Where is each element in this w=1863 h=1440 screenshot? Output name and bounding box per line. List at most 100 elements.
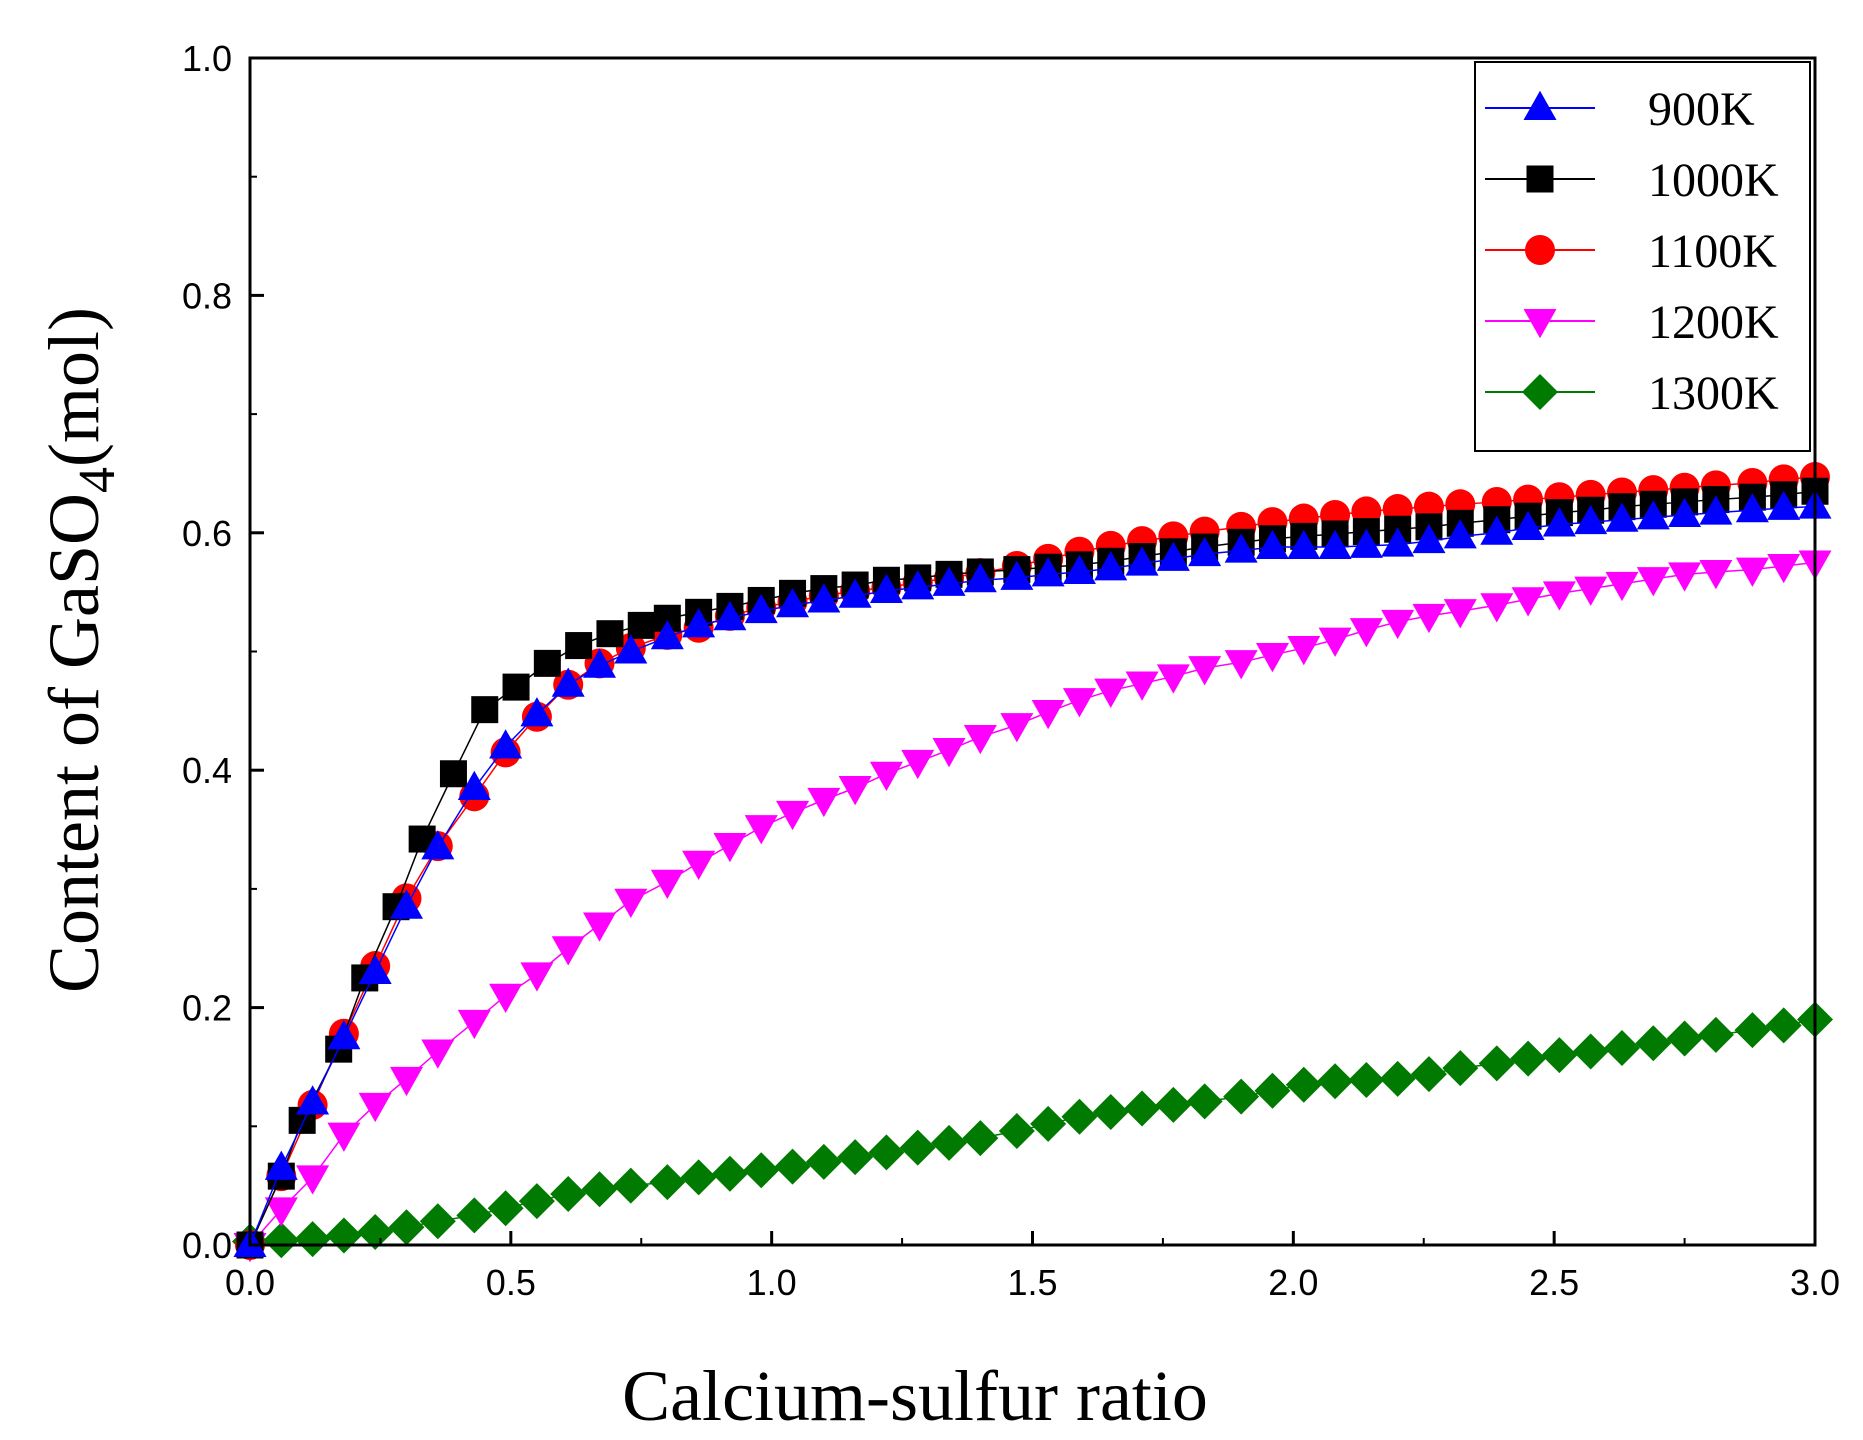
data-point-900k [1318, 529, 1352, 560]
data-point-900k [869, 573, 903, 603]
legend-item-1000k: 1000K [1485, 154, 1779, 207]
data-point-900k [390, 889, 423, 919]
data-point-1000k [596, 620, 624, 648]
data-point-1200k [457, 1009, 491, 1040]
data-point-1200k [1511, 587, 1545, 617]
x-tick-label: 2.0 [1268, 1262, 1318, 1303]
x-tick-label: 0.0 [225, 1262, 275, 1303]
data-point-1300k [1124, 1090, 1161, 1127]
data-point-1200k [1735, 557, 1769, 587]
data-point-1200k [1480, 593, 1514, 623]
legend-label-1300k: 1300K [1648, 367, 1779, 420]
data-point-1200k [650, 869, 684, 900]
data-point-900k [1062, 554, 1096, 584]
data-point-1000k [471, 696, 499, 724]
data-point-1300k [711, 1155, 748, 1192]
legend-marker-900k [1523, 90, 1557, 120]
data-point-1300k [1348, 1062, 1385, 1099]
data-point-900k [1699, 495, 1733, 525]
data-point-1200k [614, 888, 648, 919]
data-point-1000k [565, 632, 593, 660]
data-point-1200k [1125, 671, 1159, 701]
data-point-900k [327, 1020, 361, 1050]
legend-item-900k: 900K [1485, 83, 1755, 136]
data-point-900k [932, 566, 966, 596]
data-point-1000k [533, 649, 561, 677]
data-point-1300k [868, 1134, 905, 1171]
data-point-1200k [1542, 581, 1576, 611]
data-point-1300k [1478, 1045, 1515, 1082]
data-point-1300k [837, 1139, 874, 1176]
y-tick-label: 0.2 [182, 988, 232, 1029]
legend-item-1100k: 1100K [1485, 225, 1777, 278]
data-point-1200k [1062, 688, 1096, 718]
data-point-900k [489, 729, 523, 759]
data-point-1200k [963, 724, 997, 755]
data-point-1200k [1349, 618, 1383, 648]
data-point-900k [901, 570, 935, 600]
data-point-1300k [899, 1129, 936, 1166]
legend-marker-1100k [1525, 235, 1555, 265]
data-point-900k [1188, 536, 1222, 567]
data-point-900k [358, 954, 392, 984]
data-point-1200k [682, 850, 716, 881]
data-point-1200k [744, 815, 778, 845]
data-point-900k [1511, 510, 1545, 541]
data-point-900k [1094, 551, 1128, 581]
data-point-900k [1349, 528, 1383, 558]
data-point-900k [421, 830, 455, 860]
data-point-1300k [1317, 1063, 1354, 1100]
y-axis-title-prefix: Content of GaSO [34, 493, 114, 993]
data-point-900k [1224, 533, 1258, 563]
data-point-900k [713, 601, 747, 631]
data-point-1200k [551, 936, 585, 966]
data-point-900k [1542, 507, 1576, 537]
data-point-1200k [1381, 609, 1415, 640]
data-point-900k [1031, 557, 1065, 587]
data-point-1300k [743, 1152, 780, 1189]
data-point-1200k [1412, 603, 1446, 634]
data-point-1200k [776, 800, 810, 831]
data-point-1200k [1574, 576, 1608, 606]
data-point-900k [744, 593, 778, 624]
data-point-1000k [439, 760, 467, 788]
data-point-1200k [1224, 650, 1258, 680]
legend-marker-1200k [1523, 309, 1557, 339]
data-point-1200k [327, 1122, 361, 1152]
data-point-1200k [838, 776, 872, 806]
data-point-900k [583, 648, 617, 678]
data-point-1200k [869, 761, 903, 792]
data-point-900k [776, 587, 810, 618]
data-point-1200k [358, 1092, 392, 1123]
series-layer [232, 462, 1833, 1263]
x-tick-label: 3.0 [1790, 1262, 1840, 1303]
data-point-900k [1443, 519, 1477, 549]
data-point-1200k [296, 1165, 330, 1195]
data-point-900k [264, 1150, 298, 1180]
data-point-1300k [357, 1213, 394, 1250]
data-point-1200k [1094, 678, 1128, 708]
data-point-900k [614, 634, 648, 664]
data-point-900k [1156, 541, 1190, 571]
data-point-1200k [264, 1197, 298, 1227]
data-point-1200k [583, 912, 617, 942]
data-point-1300k [388, 1209, 425, 1246]
data-point-900k [296, 1085, 330, 1115]
data-point-1200k [1255, 643, 1289, 673]
data-point-1200k [1000, 713, 1034, 743]
data-point-1300k [1603, 1029, 1640, 1066]
data-point-1300k [774, 1148, 811, 1185]
y-tick-label: 0.6 [182, 513, 232, 554]
series-1200k [233, 550, 1832, 1263]
data-point-1300k [1223, 1078, 1260, 1115]
data-point-1300k [1254, 1072, 1291, 1109]
data-point-1200k [807, 787, 841, 818]
legend-label-1000k: 1000K [1648, 154, 1779, 207]
data-point-1300k [1410, 1056, 1447, 1093]
data-point-1000k [627, 611, 655, 639]
data-point-1000k [502, 673, 530, 701]
data-point-1200k [932, 738, 966, 768]
data-point-1300k [1030, 1105, 1067, 1142]
data-point-900k [520, 697, 554, 727]
